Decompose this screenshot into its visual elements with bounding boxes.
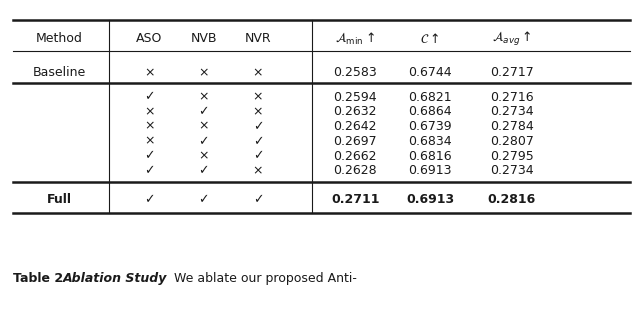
Text: ×: ×: [253, 164, 263, 178]
Text: 0.6913: 0.6913: [408, 164, 452, 178]
Text: Method: Method: [35, 32, 83, 46]
Text: ×: ×: [144, 120, 154, 133]
Text: ×: ×: [144, 135, 154, 148]
Text: ×: ×: [253, 66, 263, 79]
Text: ✓: ✓: [253, 149, 263, 163]
Text: Table 2: Table 2: [13, 272, 63, 285]
Text: Baseline: Baseline: [32, 66, 86, 79]
Text: ✓: ✓: [144, 193, 154, 207]
Text: ✓: ✓: [144, 149, 154, 163]
Text: ASO: ASO: [136, 32, 163, 46]
Text: 0.6864: 0.6864: [408, 105, 452, 118]
Text: ✓: ✓: [253, 193, 263, 207]
Text: ×: ×: [253, 90, 263, 104]
Text: 0.2717: 0.2717: [490, 66, 534, 79]
Text: ✓: ✓: [198, 135, 209, 148]
Text: $\mathcal{A}_{avg}\uparrow$: $\mathcal{A}_{avg}\uparrow$: [492, 30, 532, 48]
Text: 0.2632: 0.2632: [333, 105, 377, 118]
Text: 0.6739: 0.6739: [408, 120, 452, 133]
Text: ✓: ✓: [198, 105, 209, 118]
Text: ✓: ✓: [144, 164, 154, 178]
Text: 0.2697: 0.2697: [333, 135, 377, 148]
Text: ×: ×: [253, 105, 263, 118]
Text: ×: ×: [144, 66, 154, 79]
Text: 0.2642: 0.2642: [333, 120, 377, 133]
Text: 0.2662: 0.2662: [333, 149, 377, 163]
Text: Ablation Study: Ablation Study: [63, 272, 167, 285]
Text: NVB: NVB: [190, 32, 217, 46]
Text: 0.2734: 0.2734: [490, 164, 534, 178]
Text: ✓: ✓: [253, 120, 263, 133]
Text: 0.2807: 0.2807: [490, 135, 534, 148]
Text: 0.2628: 0.2628: [333, 164, 377, 178]
Text: 0.2795: 0.2795: [490, 149, 534, 163]
Text: NVR: NVR: [244, 32, 271, 46]
Text: 0.2784: 0.2784: [490, 120, 534, 133]
Text: ✓: ✓: [253, 135, 263, 148]
Text: ×: ×: [144, 105, 154, 118]
Text: ×: ×: [198, 149, 209, 163]
Text: ×: ×: [198, 66, 209, 79]
Text: $\mathcal{A}_{\min}\uparrow$: $\mathcal{A}_{\min}\uparrow$: [335, 31, 375, 47]
Text: 0.6744: 0.6744: [408, 66, 452, 79]
Text: ×: ×: [198, 90, 209, 104]
Text: $\mathcal{C}\uparrow$: $\mathcal{C}\uparrow$: [420, 32, 440, 46]
Text: 0.6834: 0.6834: [408, 135, 452, 148]
Text: 0.2716: 0.2716: [490, 90, 534, 104]
Text: Full: Full: [46, 193, 72, 207]
Text: We ablate our proposed Anti-: We ablate our proposed Anti-: [174, 272, 357, 285]
Text: ✓: ✓: [198, 193, 209, 207]
Text: ✓: ✓: [198, 164, 209, 178]
Text: 0.2734: 0.2734: [490, 105, 534, 118]
Text: 0.6821: 0.6821: [408, 90, 452, 104]
Text: 0.2583: 0.2583: [333, 66, 377, 79]
Text: 0.6913: 0.6913: [406, 193, 454, 207]
Text: ×: ×: [198, 120, 209, 133]
Text: ✓: ✓: [144, 90, 154, 104]
Text: 0.2711: 0.2711: [331, 193, 380, 207]
Text: 0.6816: 0.6816: [408, 149, 452, 163]
Text: 0.2816: 0.2816: [488, 193, 536, 207]
Text: 0.2594: 0.2594: [333, 90, 377, 104]
